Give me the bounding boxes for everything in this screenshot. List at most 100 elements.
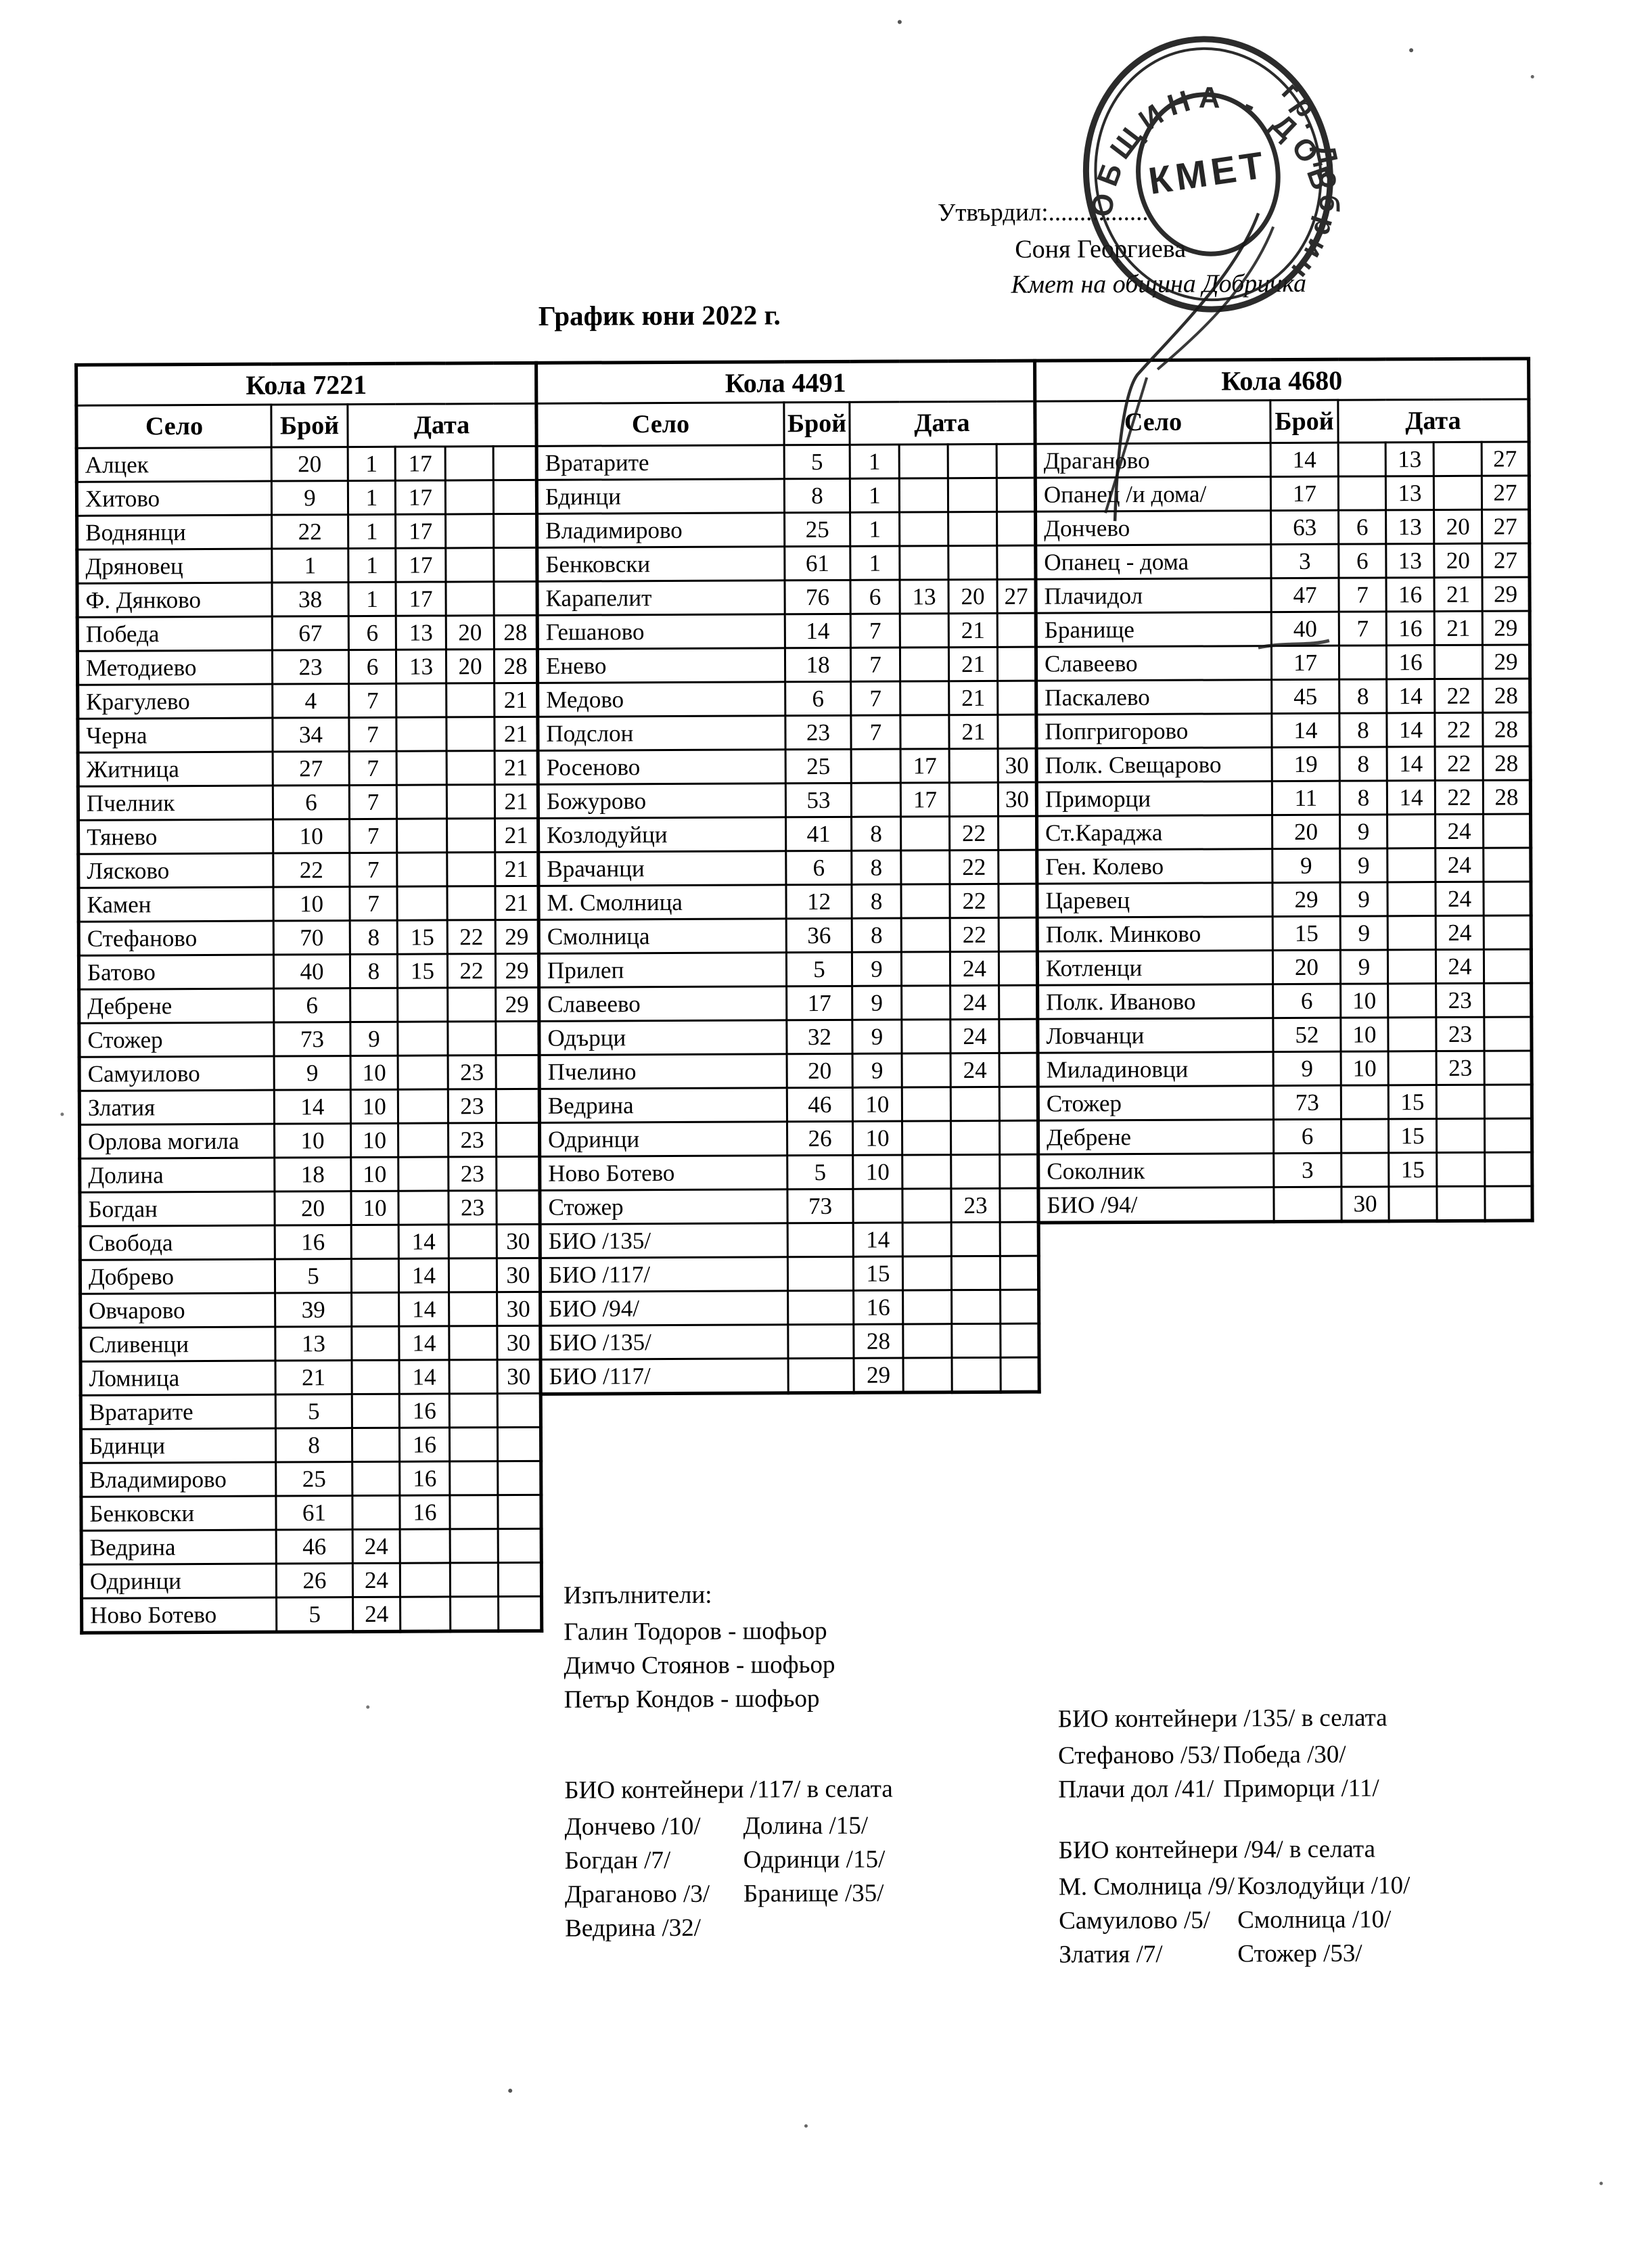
date-cell: 10 — [350, 1089, 398, 1124]
date-cell — [1484, 982, 1532, 1018]
date-cell: 1 — [348, 582, 396, 616]
date-cell — [900, 850, 950, 885]
count-cell: 73 — [1273, 1085, 1341, 1120]
date-cell: 22 — [447, 920, 496, 954]
village-cell: Владимирово — [536, 512, 785, 548]
date-cell — [1484, 949, 1532, 984]
date-cell: 30 — [998, 782, 1037, 817]
table-row: Одринци 26 24 — [81, 1562, 542, 1599]
date-cell: 16 — [399, 1427, 450, 1462]
table-row: Златия 14 10 23 — [79, 1089, 540, 1125]
count-cell: 14 — [274, 1089, 351, 1125]
table-row: Самуилово 9 10 23 — [79, 1055, 540, 1091]
table-row: Гешаново 14 7 21 — [537, 613, 1036, 650]
date-cell: 16 — [853, 1290, 903, 1325]
date-cell: 10 — [350, 1123, 398, 1158]
count-cell: 21 — [275, 1360, 352, 1395]
driver-item: Димчо Стоянов - шофьор — [564, 1650, 835, 1680]
date-cell: 21 — [495, 750, 538, 785]
date-cell: 9 — [852, 986, 902, 1020]
bio-village-item: Златия /7/ — [1059, 1940, 1163, 1969]
count-cell: 17 — [1271, 645, 1339, 680]
date-cell — [445, 480, 494, 514]
table-row: М. Смолница 12 8 22 — [538, 884, 1038, 920]
date-cell — [1433, 442, 1482, 476]
date-cell — [902, 1323, 953, 1359]
date-cell — [396, 886, 448, 921]
count-cell: 25 — [275, 1461, 352, 1497]
table-row: Пчелино 20 9 24 — [539, 1053, 1038, 1089]
date-cell: 23 — [950, 1188, 1001, 1223]
village-cell: Полк. Иваново — [1037, 984, 1273, 1020]
date-cell: 27 — [996, 579, 1036, 614]
date-cell — [902, 1053, 951, 1088]
table-row: Долина 18 10 23 — [79, 1156, 540, 1193]
date-cell: 21 — [494, 683, 538, 717]
count-cell: 17 — [1270, 476, 1339, 511]
table-row: Славеево 17 16 29 — [1036, 644, 1530, 681]
date-cell — [493, 547, 538, 582]
date-cell — [445, 514, 494, 548]
date-cell: 9 — [852, 952, 902, 986]
date-cell: 22 — [949, 816, 999, 850]
date-cell — [1436, 1118, 1485, 1153]
table-row: Козлодуйци 41 8 22 — [538, 816, 1037, 853]
date-cell — [951, 1222, 1001, 1256]
table-row: Прилеп 5 9 24 — [538, 951, 1038, 988]
date-cell — [1000, 1290, 1039, 1324]
bio-village-item: Стожер /53/ — [1237, 1939, 1362, 1968]
count-cell: 38 — [272, 582, 349, 617]
date-cell: 21 — [1433, 577, 1483, 612]
date-cell — [949, 782, 999, 817]
table-row: Попгригорово 14 8 14 22 28 — [1036, 712, 1531, 749]
village-cell: Стефаново — [78, 921, 274, 956]
village-cell: Богдан — [79, 1191, 275, 1227]
date-cell: 17 — [395, 514, 446, 549]
village-cell: Врачанци — [538, 850, 786, 886]
date-cell — [998, 816, 1037, 850]
date-cell — [497, 1461, 541, 1495]
date-cell: 7 — [1339, 611, 1387, 646]
village-cell: БИО /135/ — [540, 1324, 789, 1360]
date-cell — [902, 1120, 951, 1156]
bio-village-item: Бранище /35/ — [743, 1879, 884, 1908]
bio-village-item: Приморци /11/ — [1223, 1774, 1379, 1803]
count-cell: 67 — [272, 616, 349, 651]
village-cell: Методиево — [77, 650, 273, 685]
column-header-count: Брой — [783, 402, 850, 445]
village-cell: Житница — [78, 752, 273, 787]
driver-item: Петър Кондов - шофьор — [564, 1685, 820, 1714]
date-cell — [1483, 813, 1531, 848]
count-cell: 6 — [1272, 984, 1341, 1018]
village-cell: Полк. Минково — [1037, 916, 1273, 952]
table-row: Бенковски 61 16 — [81, 1495, 542, 1531]
count-cell — [787, 1223, 854, 1257]
village-cell: Попгригорово — [1036, 713, 1272, 749]
column-header-date: Дата — [849, 401, 1036, 445]
date-cell — [400, 1528, 451, 1564]
date-cell: 28 — [494, 615, 538, 650]
date-cell: 30 — [497, 1258, 541, 1292]
date-cell — [902, 1222, 952, 1257]
table-row: БИО /135/14 — [540, 1222, 1039, 1258]
count-cell — [787, 1290, 854, 1325]
bio-village-item: М. Смолница /9/ — [1058, 1872, 1235, 1901]
date-cell: 16 — [1385, 577, 1435, 612]
date-cell — [1387, 848, 1436, 882]
village-cell: Батово — [78, 955, 274, 990]
date-cell — [447, 1021, 497, 1056]
village-cell: Дончево — [1035, 510, 1271, 546]
date-cell: 6 — [1338, 509, 1386, 545]
date-cell — [446, 683, 495, 717]
date-cell — [449, 1495, 499, 1529]
count-cell: 13 — [275, 1326, 352, 1361]
date-cell: 13 — [396, 615, 446, 650]
count-cell — [1273, 1187, 1342, 1222]
village-cell: Ново Ботево — [81, 1597, 277, 1633]
date-cell — [852, 1189, 903, 1223]
village-cell: Лясково — [78, 853, 273, 888]
date-cell — [950, 1087, 1000, 1121]
date-cell: 28 — [1483, 779, 1531, 815]
date-cell — [497, 1393, 541, 1428]
date-cell — [1484, 1050, 1532, 1085]
